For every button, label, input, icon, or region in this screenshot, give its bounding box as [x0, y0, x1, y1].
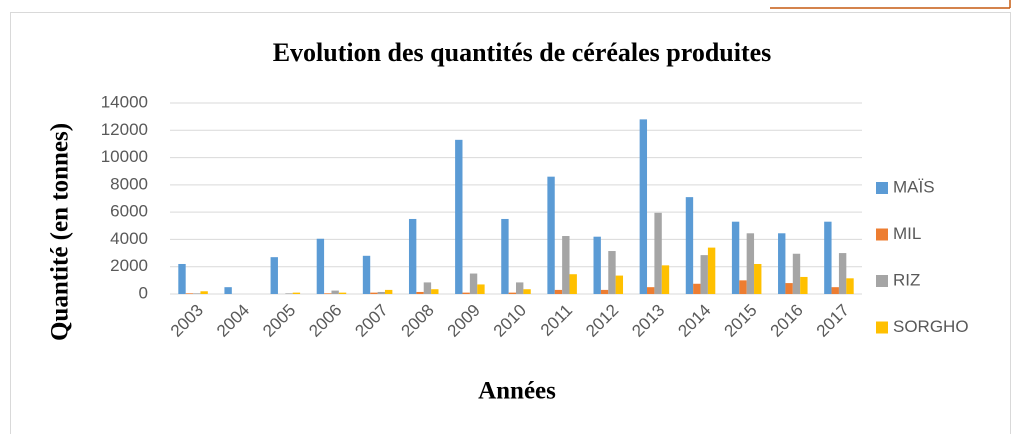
bar	[370, 292, 378, 294]
bar	[547, 176, 555, 294]
bar	[731, 221, 740, 294]
bar	[824, 221, 832, 294]
y-tick-label: 12000	[101, 120, 148, 139]
legend-label: MAÏS	[893, 177, 935, 196]
legend-label: SORGHO	[893, 317, 969, 336]
bar	[615, 275, 624, 294]
bar	[455, 139, 463, 294]
bar	[331, 290, 339, 294]
bar	[608, 251, 616, 294]
bar	[270, 257, 278, 294]
bar	[739, 280, 747, 294]
bar	[431, 289, 439, 294]
legend-swatch	[876, 182, 888, 194]
bar	[754, 263, 762, 294]
bar	[846, 278, 854, 294]
bar	[324, 293, 332, 294]
bar	[700, 255, 708, 294]
y-axis-label: Quantité (en tonnes)	[47, 123, 74, 341]
bar	[338, 292, 347, 294]
bar	[554, 289, 563, 294]
y-tick-label: 2000	[110, 256, 148, 275]
bar	[469, 273, 478, 294]
bar	[647, 287, 655, 294]
bar	[600, 289, 609, 294]
bar	[792, 253, 801, 294]
bar	[185, 293, 194, 294]
bar	[508, 292, 516, 294]
legend-label: MIL	[893, 224, 921, 243]
bar	[362, 255, 371, 294]
bar	[292, 292, 301, 294]
bar	[224, 287, 232, 294]
bar	[785, 283, 793, 294]
bar	[193, 293, 201, 294]
bar	[384, 289, 393, 294]
bar	[800, 276, 808, 294]
legend-swatch	[876, 228, 888, 241]
bar	[685, 197, 694, 294]
legend-swatch	[876, 275, 888, 287]
y-tick-label: 14000	[101, 92, 148, 111]
bar	[746, 233, 755, 294]
bar	[178, 263, 186, 294]
y-tick-label: 10000	[101, 147, 148, 166]
bar	[593, 236, 601, 294]
legend-label: RIZ	[893, 270, 920, 289]
bar	[477, 284, 485, 294]
bar	[501, 218, 509, 294]
bar	[408, 218, 417, 294]
y-tick-label: 0	[139, 283, 148, 302]
bar	[523, 289, 531, 294]
bar	[462, 292, 470, 294]
chart-frame	[10, 12, 1011, 434]
bar	[562, 236, 570, 294]
y-tick-label: 8000	[110, 174, 148, 193]
bar	[377, 291, 385, 294]
bar	[285, 293, 293, 294]
legend-swatch	[876, 321, 888, 334]
bar	[707, 247, 716, 294]
bar	[200, 291, 208, 294]
bar	[831, 287, 839, 294]
bar	[778, 233, 786, 294]
bar	[416, 291, 424, 294]
x-axis-label: Années	[478, 378, 556, 405]
bar	[516, 282, 524, 294]
y-tick-label: 6000	[110, 202, 148, 221]
bar	[654, 212, 662, 294]
bar	[661, 265, 670, 294]
bar	[639, 119, 648, 294]
y-tick-label: 4000	[110, 229, 148, 248]
bar	[838, 253, 847, 294]
bar	[316, 238, 325, 294]
bar	[423, 282, 432, 294]
bar	[569, 274, 577, 294]
bar	[693, 283, 701, 294]
chart-title: Evolution des quantités de céréales prod…	[273, 38, 772, 67]
